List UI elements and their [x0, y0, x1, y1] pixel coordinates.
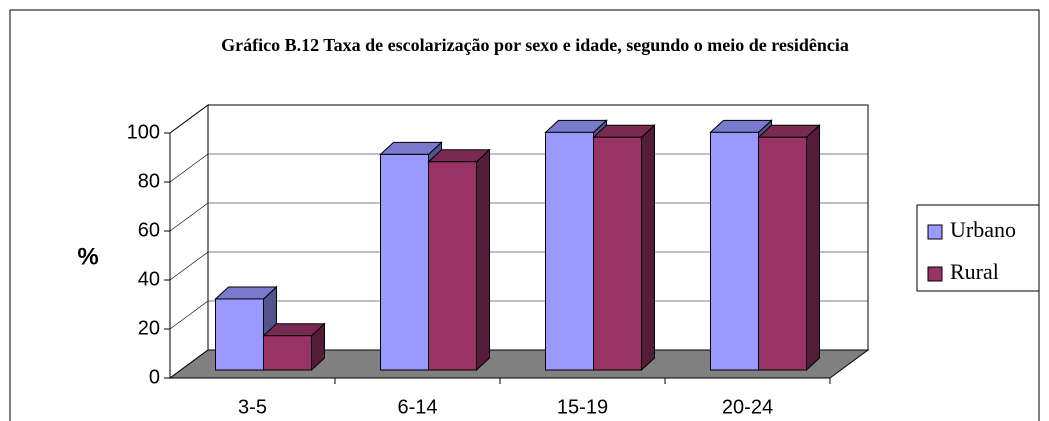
side-wall — [169, 104, 209, 379]
x-tick-label: 6-14 — [397, 396, 437, 418]
bar — [758, 136, 807, 371]
y-tick-label: 40 — [138, 268, 160, 290]
bar — [263, 335, 312, 371]
grid-line — [169, 202, 209, 232]
y-tick-label: 20 — [138, 317, 160, 339]
x-tick-label: 15-19 — [557, 396, 608, 418]
grid-line — [169, 104, 209, 134]
y-tick-label: 60 — [138, 219, 160, 241]
bar — [545, 131, 594, 371]
legend-label: Rural — [950, 259, 999, 284]
y-tick-label: 100 — [127, 121, 160, 143]
legend-label: Urbano — [950, 217, 1016, 242]
bar — [428, 161, 477, 371]
bar-side — [476, 148, 490, 372]
bar — [593, 136, 642, 371]
bar-side — [641, 124, 655, 372]
x-tick-label: 20-24 — [722, 396, 773, 418]
grid-line — [169, 251, 209, 281]
bar — [380, 153, 429, 371]
bar — [215, 298, 264, 371]
legend-swatch — [927, 224, 943, 240]
grid-line — [169, 153, 209, 183]
y-tick-label: 0 — [149, 366, 160, 388]
y-axis-label: % — [77, 243, 98, 270]
grid-line — [169, 300, 209, 330]
x-tick-label: 3-5 — [238, 396, 267, 418]
chart-title: Gráfico B.12 Taxa de escolarização por s… — [221, 35, 849, 55]
y-tick-label: 80 — [138, 170, 160, 192]
bar — [710, 131, 759, 371]
bar-side — [806, 124, 820, 372]
legend-swatch — [927, 266, 943, 282]
